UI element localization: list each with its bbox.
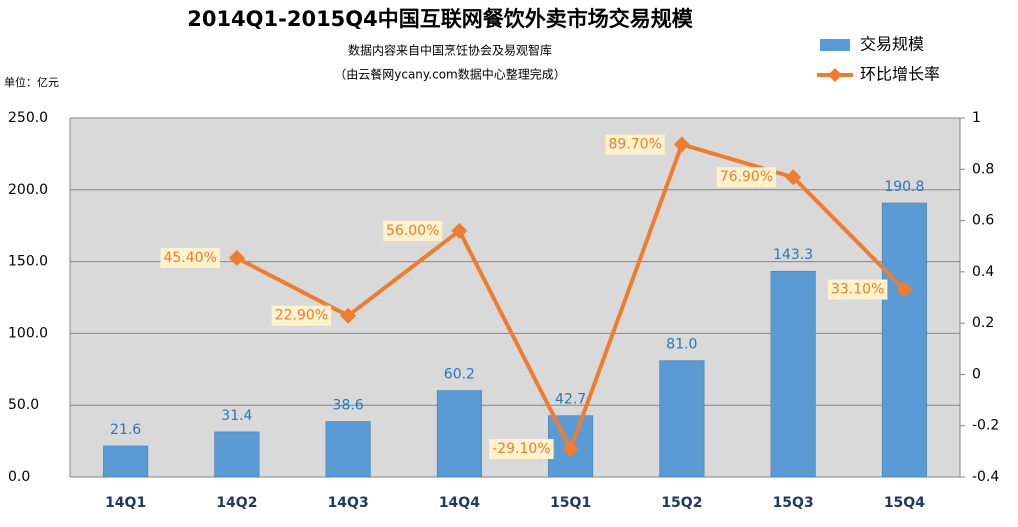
data-label-group: -29.10% xyxy=(489,439,554,460)
data-label-bg xyxy=(271,305,332,326)
data-label: -29.10% xyxy=(492,441,550,457)
bar xyxy=(325,421,371,478)
marker xyxy=(673,136,690,153)
legend-label: 环比增长率 xyxy=(860,65,940,84)
data-label: 56.00% xyxy=(386,223,439,239)
y2-tick-label: 0.8 xyxy=(972,161,994,177)
data-label: 60.2 xyxy=(444,367,475,383)
bar xyxy=(881,202,927,478)
x-tick-label: 15Q3 xyxy=(773,495,814,511)
data-label: 76.90% xyxy=(720,169,773,185)
x-tick-label: 14Q1 xyxy=(105,495,146,511)
y2-tick-label: 1 xyxy=(972,110,981,126)
y2-tick-label: -0.4 xyxy=(972,469,999,485)
y-tick-label: 0.0 xyxy=(8,469,30,485)
marker xyxy=(785,169,802,186)
legend-swatch xyxy=(820,39,850,51)
y2-tick-label: 0.4 xyxy=(972,264,994,280)
data-label: 42.7 xyxy=(555,392,586,408)
data-label-group: 89.70% xyxy=(605,134,665,155)
marker xyxy=(228,250,245,267)
data-label: 38.6 xyxy=(333,398,364,414)
data-label: 31.4 xyxy=(221,408,252,424)
marker xyxy=(896,281,913,298)
data-label: 190.8 xyxy=(884,179,924,195)
legend-label: 交易规模 xyxy=(860,35,924,54)
y2-tick-label: 0 xyxy=(972,366,981,382)
x-tick-label: 14Q3 xyxy=(328,495,369,511)
data-label-group: 22.90% xyxy=(271,305,332,326)
x-tick-label: 15Q2 xyxy=(661,495,702,511)
data-label-group: 56.00% xyxy=(382,220,443,241)
bar xyxy=(214,431,260,478)
y-tick-label: 50.0 xyxy=(8,397,39,413)
data-label-bg xyxy=(827,279,888,300)
data-label-bg xyxy=(382,220,443,241)
data-label: 45.40% xyxy=(163,250,216,266)
data-label: 81.0 xyxy=(666,337,697,353)
data-label: 22.90% xyxy=(275,308,328,324)
marker xyxy=(562,441,579,458)
data-label-group: 76.90% xyxy=(716,167,777,188)
subtitle: 数据内容来自中国烹饪协会及易观智库 xyxy=(348,43,552,58)
marker xyxy=(451,222,468,239)
data-label-bg xyxy=(605,134,665,155)
unit-label: 单位：亿元 xyxy=(4,75,59,89)
marker xyxy=(340,307,357,324)
data-label-bg xyxy=(160,248,220,269)
y-tick-label: 150.0 xyxy=(8,254,48,270)
subtitle: （由云餐网ycany.com数据中心整理完成） xyxy=(334,67,566,82)
x-tick-label: 14Q4 xyxy=(439,495,480,511)
bar xyxy=(659,360,705,478)
data-label-group: 33.10% xyxy=(827,279,888,300)
data-label: 33.10% xyxy=(831,282,884,298)
x-tick-label: 15Q1 xyxy=(550,495,591,511)
y2-tick-label: 0.2 xyxy=(972,315,994,331)
data-label: 143.3 xyxy=(773,247,813,263)
bar xyxy=(103,445,149,478)
y2-tick-label: -0.2 xyxy=(972,418,999,434)
x-tick-label: 15Q4 xyxy=(884,495,925,511)
x-tick-label: 14Q2 xyxy=(216,495,257,511)
bar xyxy=(436,390,482,478)
y-tick-label: 100.0 xyxy=(8,325,48,341)
data-label-bg xyxy=(716,167,777,188)
y2-tick-label: 0.6 xyxy=(972,213,994,229)
bar xyxy=(770,270,816,478)
legend-swatch xyxy=(828,68,842,82)
y-tick-label: 200.0 xyxy=(8,182,48,198)
data-label: 89.70% xyxy=(608,136,661,152)
y-tick-label: 250.0 xyxy=(8,110,48,126)
data-label-group: 45.40% xyxy=(160,248,220,269)
chart-title: 2014Q1-2015Q4中国互联网餐饮外卖市场交易规模 xyxy=(187,7,694,31)
data-label-bg xyxy=(489,439,554,460)
data-label: 21.6 xyxy=(110,422,141,438)
plot-area xyxy=(70,118,960,477)
